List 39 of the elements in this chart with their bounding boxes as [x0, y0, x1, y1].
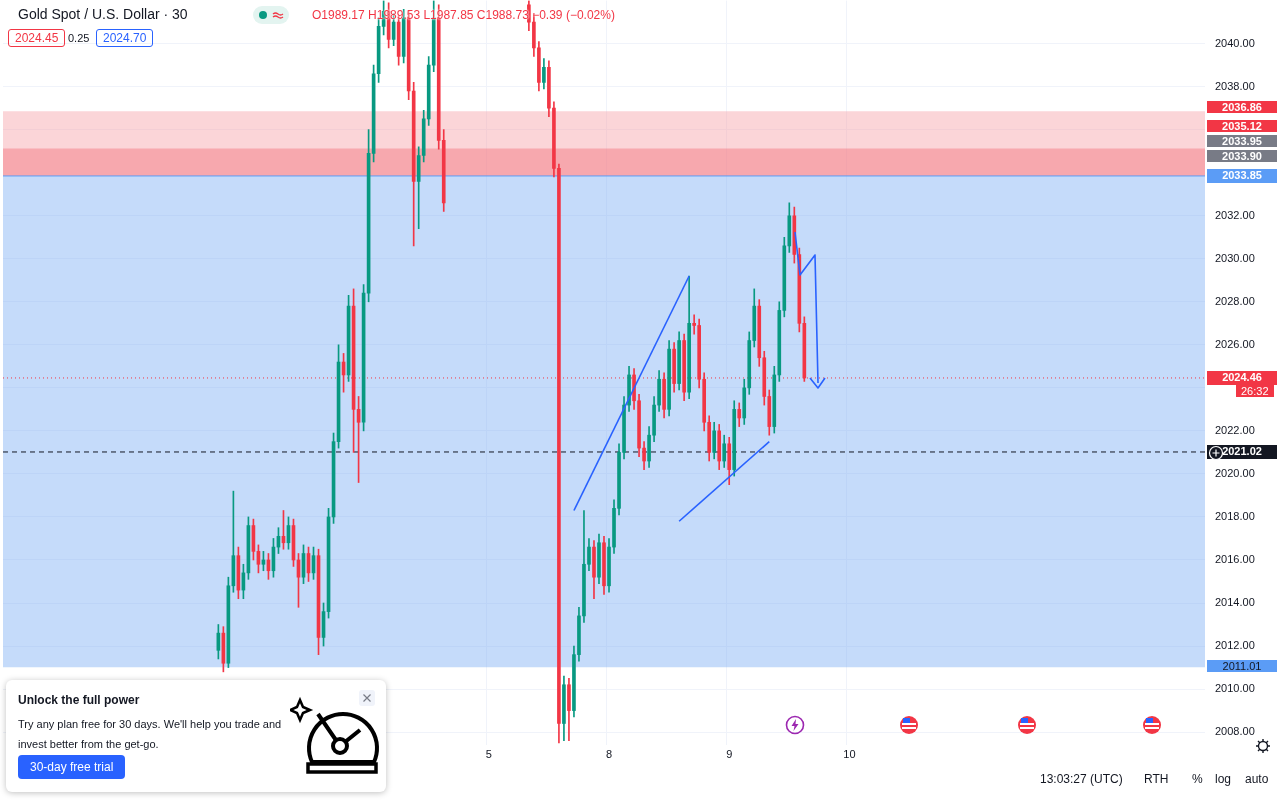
y-tick-label: 2032.00: [1215, 208, 1255, 221]
annotation: 2024.70: [96, 29, 154, 47]
y-tick-label: 2030.00: [1215, 251, 1255, 264]
y-tick-label: 2014.00: [1215, 596, 1255, 609]
y-tick-label: 2018.00: [1215, 509, 1255, 522]
text: log: [1215, 772, 1232, 786]
text: 30-day free trial: [18, 755, 126, 779]
y-tick-label: 2022.00: [1215, 423, 1255, 436]
text: RTH: [1144, 772, 1169, 786]
chart-title: Gold Spot / U.S. Dollar · 30: [18, 6, 188, 22]
y-tick-label: 2038.00: [1215, 79, 1255, 92]
y-tick-label: 2010.00: [1215, 682, 1255, 695]
annotation: 0.25: [68, 32, 90, 44]
y-tick-label: 2026.00: [1215, 337, 1255, 350]
y-tick-label: 2028.00: [1215, 294, 1255, 307]
y-tick-label: 2008.00: [1215, 725, 1255, 738]
text: 26:32: [1236, 385, 1274, 397]
x-tick-label: 5: [485, 747, 492, 760]
y-tick-label: 2020.00: [1215, 466, 1255, 479]
y-tick-label: 2040.00: [1215, 36, 1255, 49]
text: 2033.95: [1207, 135, 1277, 147]
x-tick-label: 10: [843, 747, 856, 760]
annotation: 2024.45: [8, 29, 66, 47]
text: auto: [1245, 772, 1269, 786]
annotation: Unlock the full power: [18, 693, 140, 707]
y-tick-label: 2012.00: [1215, 639, 1255, 652]
text: 13:03:27 (UTC): [1040, 772, 1123, 786]
text: 2011.01: [1207, 660, 1277, 672]
ref-line-label: 2021.02: [1222, 445, 1262, 457]
x-tick-label: 9: [726, 747, 733, 760]
ref-line-label: 2033.85: [1222, 168, 1262, 181]
annotation: Try any plan free for 30 days. We'll help you trade and invest better from the get-go.: [18, 717, 283, 752]
text: 2036.86: [1207, 101, 1277, 113]
y-tick-label: 2016.00: [1215, 553, 1255, 566]
ref-line-label: 2024.46: [1222, 370, 1262, 383]
x-tick-label: 8: [605, 747, 613, 760]
text: %: [1192, 772, 1203, 786]
text: 2035.12: [1207, 120, 1277, 132]
text: 2033.90: [1207, 150, 1277, 162]
